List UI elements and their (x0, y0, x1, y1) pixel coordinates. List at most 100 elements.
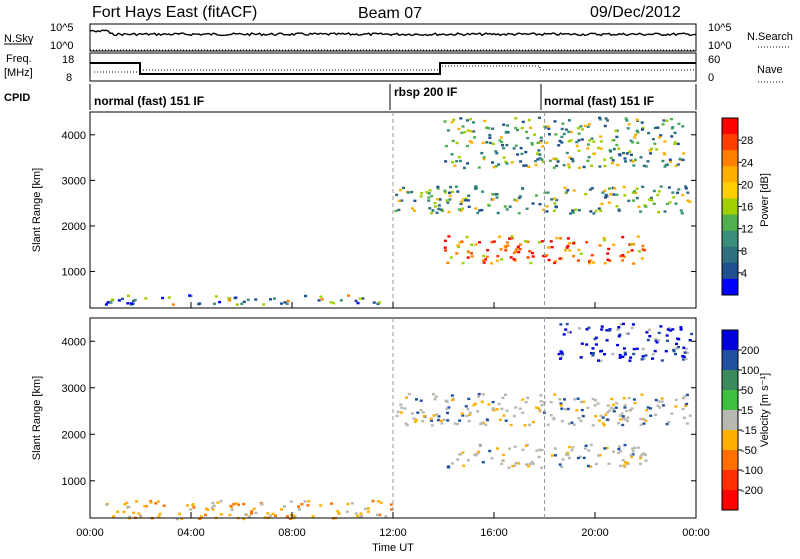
data-cell (405, 396, 408, 399)
data-cell (446, 201, 450, 204)
data-cell (376, 500, 380, 503)
data-cell (635, 347, 639, 350)
data-cell (585, 241, 589, 244)
data-cell (465, 144, 469, 148)
data-cell (272, 297, 276, 300)
data-cell (444, 144, 448, 148)
data-cell (180, 517, 184, 520)
data-cell (419, 408, 423, 412)
data-cell (116, 510, 120, 513)
data-cell (594, 343, 598, 346)
velocity-colorbar: 200 100 50 15 -15 -50 -100 -200 (721, 329, 763, 511)
data-cell (476, 211, 480, 215)
data-cell (509, 423, 513, 427)
data-cell (670, 135, 674, 138)
data-cell (666, 328, 670, 331)
data-cell (432, 414, 436, 417)
data-cell (430, 211, 434, 215)
data-cell (407, 392, 411, 396)
y-tick-label: 2000 (62, 429, 86, 441)
data-cell (577, 149, 581, 152)
data-cell (376, 302, 380, 305)
data-cell (501, 453, 505, 457)
data-cell (625, 461, 629, 465)
data-cell (428, 207, 432, 210)
data-cell (669, 160, 673, 163)
data-cell (688, 200, 692, 203)
data-cell (451, 462, 455, 465)
data-cell (639, 210, 643, 213)
data-cell (610, 161, 614, 165)
data-cell (642, 422, 646, 425)
data-cell (629, 153, 633, 156)
data-cell (553, 447, 557, 450)
data-cell (623, 406, 627, 409)
data-cell (552, 157, 556, 160)
data-cell (560, 351, 564, 354)
data-cell (359, 512, 363, 515)
colorbar-tick-label: 20 (741, 179, 753, 191)
data-cell (607, 187, 611, 190)
nsky-label: N.Sky (4, 33, 34, 45)
data-cell (542, 254, 545, 258)
data-cell (601, 422, 605, 425)
date-title: 09/Dec/2012 (590, 4, 681, 21)
data-cell (640, 393, 644, 396)
data-cell (531, 420, 535, 424)
data-cell (604, 117, 608, 120)
data-cell (628, 359, 632, 362)
data-cell (450, 394, 454, 397)
data-cell (651, 353, 655, 356)
data-cell (521, 448, 525, 451)
freq-tick-bottom: 8 (66, 72, 72, 84)
data-cell (304, 294, 307, 298)
data-cell (674, 347, 678, 350)
data-cell (674, 405, 678, 408)
y-tick-label: 3000 (62, 175, 86, 187)
data-cell (621, 322, 625, 326)
data-cell (106, 301, 110, 304)
data-cell (622, 397, 626, 400)
data-cell (633, 158, 637, 162)
data-cell (646, 338, 650, 342)
colorbar-tick-label: 28 (741, 135, 753, 147)
data-cell (519, 160, 523, 163)
data-cell (480, 151, 484, 155)
data-cell (650, 199, 654, 202)
data-cell (135, 500, 139, 503)
data-cell (436, 185, 440, 189)
data-cell (606, 410, 610, 414)
data-cell (429, 417, 433, 420)
data-cell (232, 503, 236, 506)
data-cell (625, 119, 629, 122)
data-cell (583, 447, 587, 450)
data-cell (529, 261, 533, 265)
data-cell (498, 235, 501, 238)
data-cell (539, 394, 543, 397)
data-cell (457, 155, 461, 159)
data-cell (227, 297, 231, 300)
data-cell (603, 189, 607, 192)
data-cell (690, 332, 694, 336)
data-cell (576, 259, 580, 262)
data-cell (492, 166, 496, 169)
data-cell (634, 191, 638, 195)
data-cell (123, 503, 127, 506)
x-tick-label: 20:00 (581, 527, 609, 539)
data-cell (198, 302, 202, 305)
data-cell (668, 329, 672, 332)
data-cell (565, 191, 569, 194)
data-cell (450, 120, 454, 124)
data-cell (161, 296, 165, 300)
data-cell (575, 144, 579, 148)
data-cell (627, 396, 631, 400)
data-cell (537, 149, 541, 152)
data-cell (653, 349, 657, 353)
data-cell (435, 413, 439, 416)
data-cell (597, 146, 601, 150)
data-cell (582, 456, 586, 460)
colorbar-tick-label: 200 (741, 345, 759, 357)
data-cell (646, 406, 650, 409)
data-cell (655, 148, 659, 151)
data-cell (590, 137, 594, 140)
